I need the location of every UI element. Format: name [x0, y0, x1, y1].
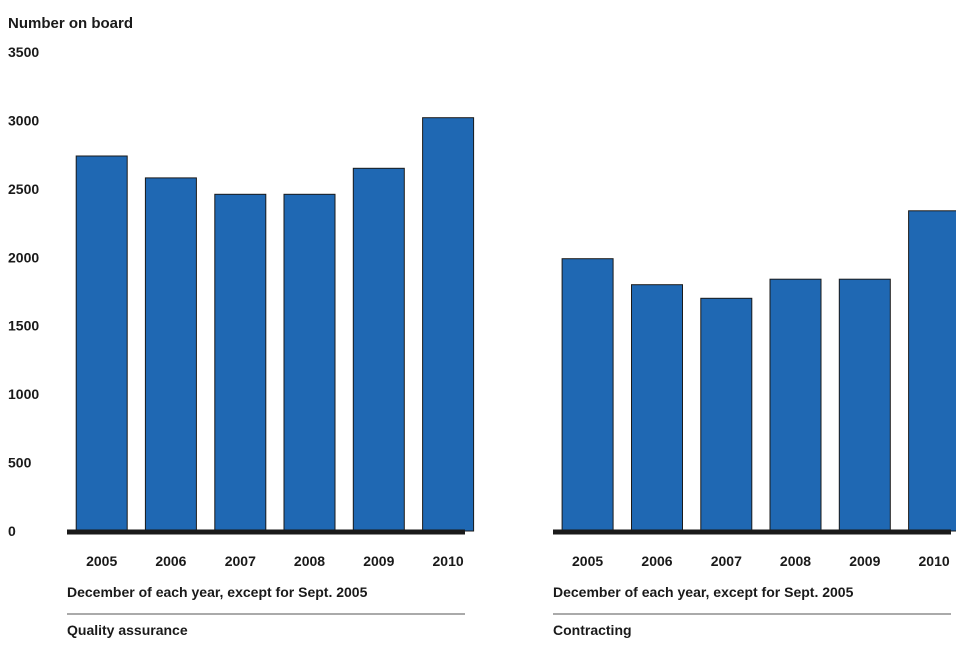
contracting-bar-2007 [700, 297, 753, 532]
contracting-x-tick-label: 2010 [919, 553, 950, 569]
contracting-bar-2008 [769, 278, 822, 532]
quality-assurance-title: Quality assurance [67, 622, 188, 638]
contracting-x-axis-label: December of each year, except for Sept. … [553, 584, 854, 600]
quality-assurance-x-tick-label: 2010 [433, 553, 464, 569]
y-tick-label: 3500 [8, 44, 39, 60]
contracting-panel: 2005 2006 2007 2008 2009 2010 December of eac… [553, 210, 956, 638]
quality-assurance-bar-2008 [283, 193, 336, 532]
contracting-bar-2005 [561, 258, 614, 532]
contracting-x-tick-label: 2007 [711, 553, 742, 569]
quality-assurance-x-ticks: 2005 2006 2007 2008 2009 2010 [86, 553, 464, 569]
quality-assurance-x-tick-label: 2009 [363, 553, 394, 569]
y-axis-label: Number on board [8, 15, 133, 32]
quality-assurance-bar-2009 [352, 167, 405, 532]
quality-assurance-panel: 2005 2006 2007 2008 2009 2010 December of eac… [67, 117, 475, 638]
contracting-x-tick-label: 2006 [641, 553, 672, 569]
contracting-x-tick-label: 2005 [572, 553, 603, 569]
y-tick-label: 1500 [8, 318, 39, 334]
y-tick-label: 0 [8, 523, 16, 539]
contracting-title: Contracting [553, 622, 632, 638]
contracting-bar-2009 [838, 278, 891, 532]
y-tick-label: 500 [8, 455, 32, 471]
quality-assurance-x-tick-label: 2007 [225, 553, 256, 569]
quality-assurance-bar-2007 [214, 193, 267, 532]
quality-assurance-x-tick-label: 2005 [86, 553, 117, 569]
contracting-bar-2006 [631, 284, 683, 532]
y-tick-label: 1000 [8, 386, 39, 402]
quality-assurance-bar-2006 [144, 177, 197, 532]
quality-assurance-x-axis-label: December of each year, except for Sept. … [67, 584, 368, 600]
y-axis-ticks: 0 500 1000 1500 2000 2500 3000 3500 [8, 44, 39, 539]
y-tick-label: 2000 [8, 249, 39, 265]
contracting-bars [561, 210, 956, 532]
y-tick-label: 3000 [8, 112, 39, 128]
quality-assurance-bar-2005 [75, 155, 128, 532]
quality-assurance-x-tick-label: 2008 [294, 553, 325, 569]
contracting-bar-2010 [908, 210, 956, 532]
contracting-x-ticks: 2005 2006 2007 2008 2009 2010 [572, 553, 950, 569]
quality-assurance-x-tick-label: 2006 [155, 553, 186, 569]
contracting-x-tick-label: 2009 [849, 553, 880, 569]
contracting-x-tick-label: 2008 [780, 553, 811, 569]
quality-assurance-bar-2010 [422, 117, 475, 532]
quality-assurance-bars [75, 117, 475, 532]
y-tick-label: 2500 [8, 181, 39, 197]
